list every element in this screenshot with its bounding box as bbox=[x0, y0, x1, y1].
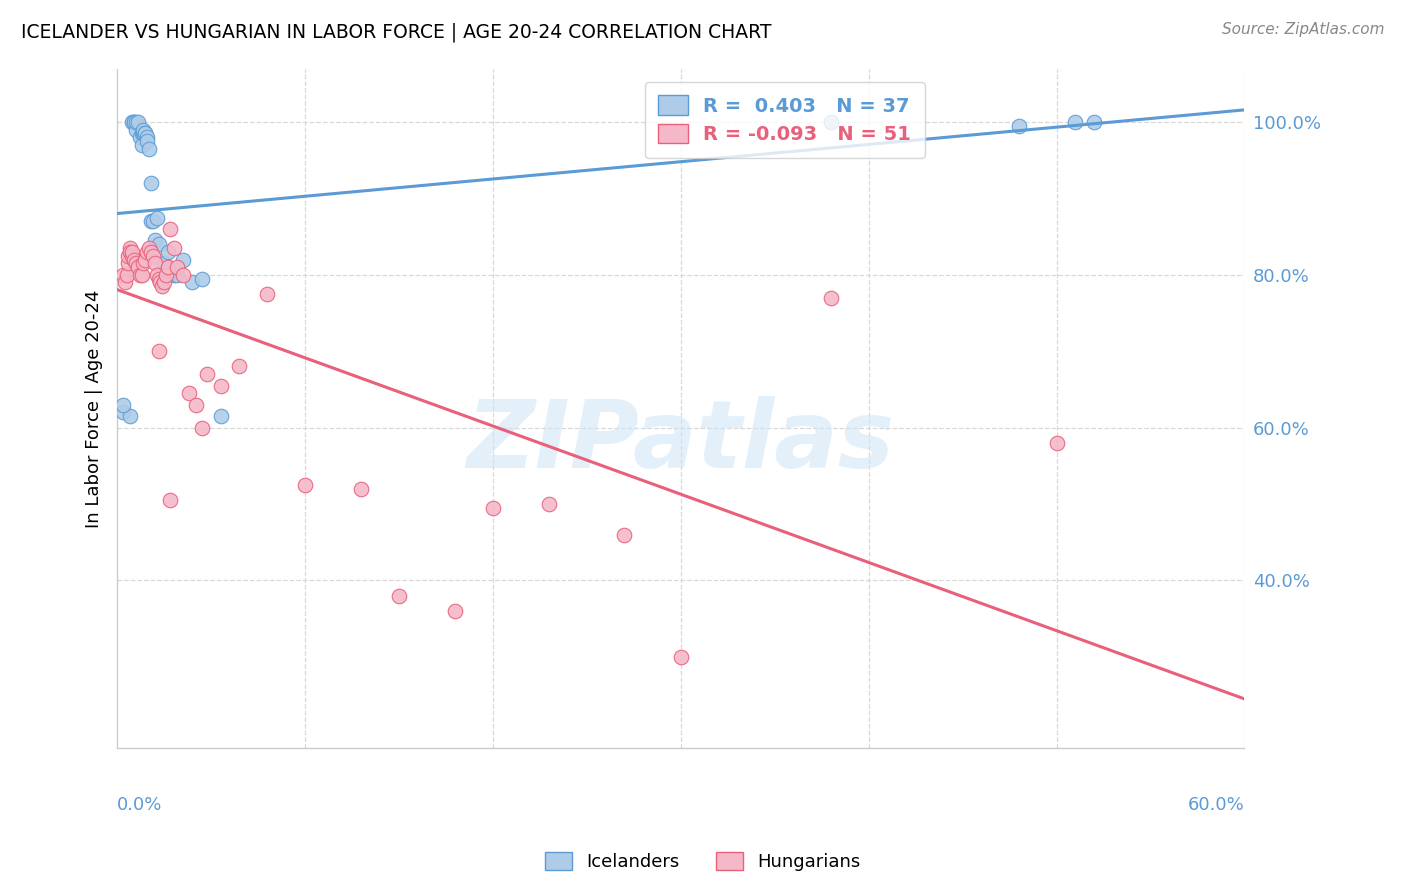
Text: ZIPatlas: ZIPatlas bbox=[467, 397, 894, 489]
Point bbox=[613, 527, 636, 541]
Point bbox=[139, 176, 162, 190]
Point bbox=[121, 115, 143, 129]
Point bbox=[1083, 115, 1105, 129]
Point bbox=[111, 398, 134, 412]
Legend: R =  0.403   N = 37, R = -0.093   N = 51: R = 0.403 N = 37, R = -0.093 N = 51 bbox=[645, 82, 925, 158]
Point bbox=[139, 244, 162, 259]
Point bbox=[134, 252, 156, 267]
Point bbox=[142, 214, 165, 228]
Point bbox=[117, 249, 139, 263]
Point bbox=[120, 409, 142, 424]
Point bbox=[172, 268, 194, 282]
Point bbox=[142, 249, 165, 263]
Point bbox=[125, 256, 148, 270]
Point bbox=[149, 276, 172, 290]
Point bbox=[136, 130, 159, 145]
Point bbox=[132, 122, 155, 136]
Point bbox=[125, 122, 148, 136]
Point bbox=[388, 589, 411, 603]
Point bbox=[127, 115, 149, 129]
Point bbox=[538, 497, 561, 511]
Point bbox=[156, 260, 179, 275]
Point bbox=[148, 344, 170, 359]
Point bbox=[138, 241, 160, 255]
Point bbox=[190, 420, 212, 434]
Point bbox=[166, 260, 188, 275]
Point bbox=[139, 214, 162, 228]
Point bbox=[159, 222, 181, 236]
Point bbox=[181, 276, 204, 290]
Point bbox=[820, 291, 842, 305]
Text: ICELANDER VS HUNGARIAN IN LABOR FORCE | AGE 20-24 CORRELATION CHART: ICELANDER VS HUNGARIAN IN LABOR FORCE | … bbox=[21, 22, 772, 42]
Point bbox=[145, 268, 167, 282]
Point bbox=[482, 500, 505, 515]
Point bbox=[125, 115, 148, 129]
Point bbox=[128, 268, 150, 282]
Point bbox=[114, 276, 136, 290]
Point bbox=[134, 127, 156, 141]
Point bbox=[128, 130, 150, 145]
Point bbox=[143, 256, 166, 270]
Point bbox=[444, 604, 467, 618]
Point bbox=[177, 386, 200, 401]
Point bbox=[209, 409, 232, 424]
Point bbox=[256, 286, 278, 301]
Point bbox=[159, 493, 181, 508]
Point bbox=[148, 271, 170, 285]
Point bbox=[172, 252, 194, 267]
Point bbox=[131, 268, 153, 282]
Point bbox=[162, 241, 184, 255]
Point bbox=[1008, 119, 1031, 133]
Point bbox=[294, 478, 316, 492]
Point bbox=[122, 115, 145, 129]
Point bbox=[190, 271, 212, 285]
Point bbox=[131, 137, 153, 152]
Point bbox=[115, 268, 138, 282]
Point bbox=[122, 252, 145, 267]
Point bbox=[121, 244, 143, 259]
Point bbox=[184, 398, 207, 412]
Text: 0.0%: 0.0% bbox=[117, 796, 163, 814]
Point bbox=[148, 237, 170, 252]
Point bbox=[153, 256, 176, 270]
Point bbox=[136, 244, 159, 259]
Point bbox=[1045, 436, 1067, 450]
Point bbox=[145, 211, 167, 225]
Point bbox=[111, 405, 134, 419]
Point bbox=[131, 127, 153, 141]
Point bbox=[350, 482, 373, 496]
Point bbox=[820, 115, 842, 129]
Point bbox=[132, 127, 155, 141]
Point bbox=[122, 115, 145, 129]
Point bbox=[228, 359, 250, 374]
Point bbox=[166, 268, 188, 282]
Point bbox=[162, 268, 184, 282]
Point bbox=[132, 256, 155, 270]
Point bbox=[153, 276, 176, 290]
Y-axis label: In Labor Force | Age 20-24: In Labor Force | Age 20-24 bbox=[86, 289, 103, 528]
Point bbox=[150, 279, 173, 293]
Point bbox=[1064, 115, 1087, 129]
Point bbox=[195, 367, 218, 381]
Text: 60.0%: 60.0% bbox=[1188, 796, 1244, 814]
Point bbox=[120, 241, 142, 255]
Point bbox=[138, 142, 160, 156]
Point bbox=[143, 234, 166, 248]
Point bbox=[127, 260, 149, 275]
Point bbox=[121, 249, 143, 263]
Point bbox=[155, 268, 177, 282]
Point bbox=[156, 244, 179, 259]
Point bbox=[134, 127, 156, 141]
Point bbox=[136, 134, 159, 148]
Point bbox=[117, 256, 139, 270]
Point bbox=[120, 244, 142, 259]
Legend: Icelanders, Hungarians: Icelanders, Hungarians bbox=[538, 845, 868, 879]
Point bbox=[209, 378, 232, 392]
Point bbox=[669, 649, 692, 664]
Point bbox=[111, 268, 134, 282]
Text: Source: ZipAtlas.com: Source: ZipAtlas.com bbox=[1222, 22, 1385, 37]
